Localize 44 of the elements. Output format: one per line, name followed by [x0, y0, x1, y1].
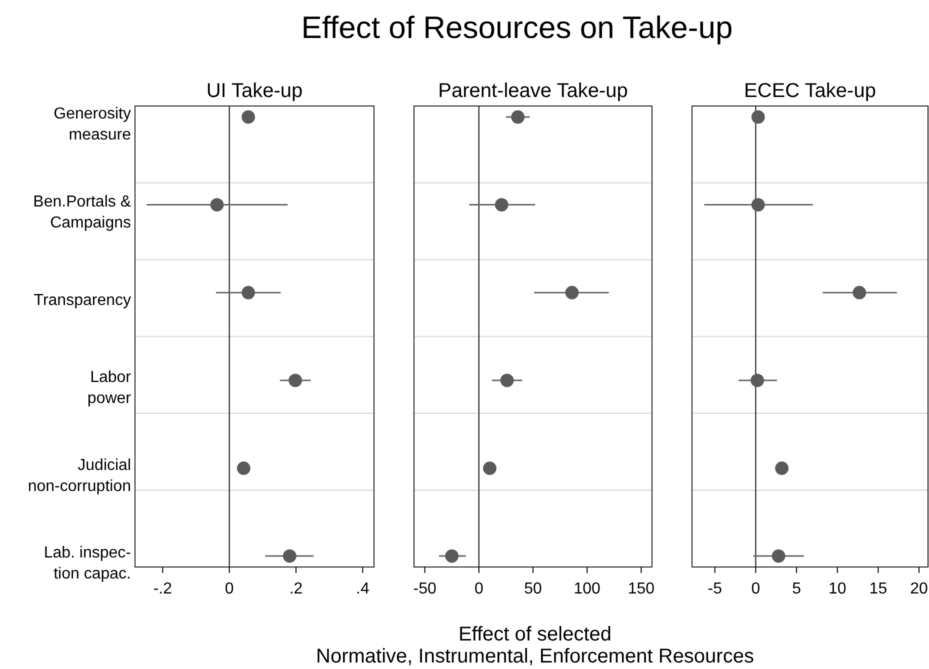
x-tick-label: .4 — [356, 580, 370, 598]
y-tick-label: Lab. inspec- tion capac. — [44, 544, 131, 583]
point — [751, 110, 765, 124]
x-tick-label: 0 — [751, 580, 760, 598]
point — [236, 462, 250, 475]
y-tick-label: Judicial non-corruption — [28, 456, 131, 495]
point — [775, 462, 789, 475]
x-tick-label: 20 — [910, 580, 928, 598]
point — [210, 198, 224, 212]
point — [288, 374, 302, 388]
x-tick-label: -.2 — [153, 580, 172, 598]
x-tick-label: 5 — [792, 580, 802, 598]
y-tick-label: Transparency — [34, 292, 131, 309]
point — [483, 462, 496, 475]
point — [445, 549, 459, 563]
point — [242, 110, 256, 124]
x-tick-label: 15 — [869, 580, 888, 598]
point — [500, 374, 514, 388]
point — [242, 286, 256, 300]
x-tick-label: 50 — [524, 580, 542, 598]
x-tick-label: 0 — [474, 580, 484, 598]
point — [751, 198, 765, 212]
x-tick-label: -50 — [413, 580, 436, 598]
chart-title: ECEC Take-up — [744, 80, 876, 102]
chart-title: Parent-leave Take-up — [438, 80, 628, 102]
x-tick-label: -5 — [708, 580, 722, 598]
x-tick-label: 100 — [574, 580, 601, 598]
text: Effect of Resources on Take-up — [301, 10, 733, 45]
y-tick-label: Generosity measure — [54, 106, 132, 144]
y-tick-label: Labor power — [87, 369, 132, 408]
chart-title: UI Take-up — [206, 80, 303, 102]
point — [772, 549, 786, 563]
x-tick-label: .2 — [289, 580, 303, 598]
x-tick-label: 0 — [224, 580, 234, 598]
point — [750, 374, 764, 388]
x-axis-title: Effect of selected Normative, Instrumental, Enforcement Resources — [316, 623, 754, 668]
x-tick-label: 150 — [628, 580, 655, 598]
y-tick-label: Ben.Portals & Campaigns — [33, 194, 132, 232]
point — [511, 110, 525, 124]
point — [494, 198, 508, 212]
point — [565, 286, 579, 300]
point — [852, 286, 866, 300]
point — [282, 549, 296, 563]
x-tick-label: 10 — [828, 580, 846, 598]
